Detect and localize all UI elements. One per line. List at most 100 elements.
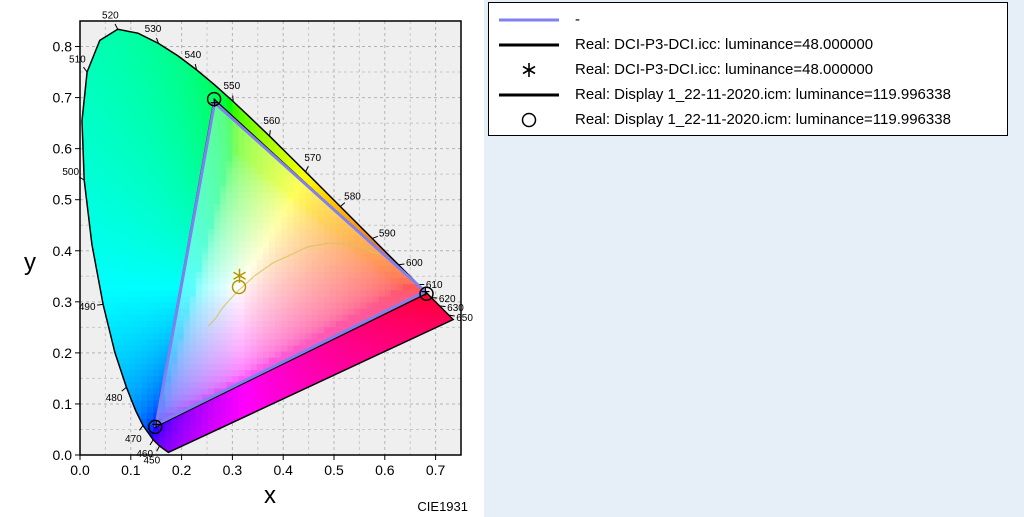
color-cell <box>159 209 167 217</box>
color-cell <box>232 393 240 401</box>
color-cell <box>232 197 240 205</box>
color-cell <box>397 308 404 315</box>
color-cell <box>250 222 258 230</box>
color-cell <box>147 265 154 272</box>
color-cell <box>342 320 349 328</box>
color-cell <box>238 393 246 401</box>
color-cell <box>390 295 398 303</box>
color-cell <box>183 81 191 89</box>
color-cell <box>141 191 148 199</box>
color-cell <box>159 258 167 266</box>
color-cell <box>287 375 295 383</box>
color-cell <box>287 160 295 168</box>
color-cell <box>323 326 331 334</box>
color-cell <box>171 301 179 309</box>
color-cell <box>171 350 179 358</box>
color-cell <box>262 240 270 248</box>
color-cell <box>165 258 173 266</box>
color-cell <box>153 44 161 52</box>
color-cell <box>177 222 185 230</box>
color-cell <box>220 240 228 248</box>
color-cell <box>354 357 362 364</box>
color-cell <box>183 344 191 352</box>
color-cell <box>220 418 228 426</box>
color-cell <box>208 399 215 407</box>
color-cell <box>201 93 209 101</box>
color-cell <box>256 393 264 401</box>
color-cell <box>287 363 295 370</box>
color-cell <box>220 326 228 334</box>
color-cell <box>250 130 258 138</box>
color-cell <box>104 301 112 309</box>
color-cell <box>226 209 234 217</box>
color-cell <box>195 203 203 211</box>
color-cell <box>122 314 130 321</box>
color-cell <box>147 381 154 389</box>
color-cell <box>250 320 258 328</box>
color-cell <box>317 283 325 291</box>
color-cell <box>165 301 173 309</box>
color-cell <box>238 234 246 242</box>
color-cell <box>201 185 209 193</box>
color-cell <box>177 252 185 260</box>
color-cell <box>195 357 203 364</box>
color-cell <box>256 308 264 315</box>
color-cell <box>220 271 228 279</box>
color-cell <box>183 99 191 107</box>
color-cell <box>262 209 270 217</box>
color-cell <box>177 62 185 70</box>
color-cell <box>238 142 246 150</box>
color-cell <box>165 136 173 144</box>
color-cell <box>433 301 441 309</box>
color-cell <box>214 258 221 266</box>
color-cell <box>195 99 203 107</box>
color-cell <box>159 326 167 334</box>
color-cell <box>317 222 325 230</box>
color-cell <box>116 142 124 150</box>
color-cell <box>269 350 276 358</box>
color-cell <box>147 252 154 260</box>
x-tick-label: 0.7 <box>426 462 446 478</box>
color-cell <box>189 246 197 254</box>
color-cell <box>214 130 221 138</box>
color-cell <box>372 252 380 260</box>
color-cell <box>98 124 106 131</box>
color-cell <box>189 369 197 377</box>
color-cell <box>153 154 161 162</box>
color-cell <box>269 344 276 352</box>
color-cell <box>281 246 289 254</box>
blue-gamut-line <box>154 99 427 428</box>
color-cell <box>165 105 173 113</box>
color-cell <box>415 295 423 303</box>
color-cell <box>104 179 112 187</box>
color-cell <box>128 240 136 248</box>
color-cell <box>110 332 118 340</box>
color-cell <box>208 191 215 199</box>
color-cell <box>390 320 398 328</box>
color-cell <box>183 216 191 223</box>
color-cell <box>110 32 118 40</box>
color-cell <box>214 320 221 328</box>
color-cell <box>153 56 161 64</box>
color-cell <box>250 399 258 407</box>
color-cell <box>122 326 130 334</box>
color-cell <box>238 357 246 364</box>
color-cell <box>165 99 173 107</box>
color-cell <box>128 265 136 272</box>
wavelength-label: 590 <box>379 228 396 239</box>
color-cell <box>317 314 325 321</box>
color-cell <box>299 295 307 303</box>
wavelength-label: 510 <box>69 55 86 66</box>
color-cell <box>116 118 124 125</box>
color-cell <box>244 142 252 150</box>
color-cell <box>195 326 203 334</box>
color-cell <box>134 252 142 260</box>
color-cell <box>256 160 264 168</box>
color-cell <box>201 160 209 168</box>
color-cell <box>201 412 209 419</box>
color-cell <box>165 228 173 236</box>
color-cell <box>128 203 136 211</box>
color-cell <box>238 209 246 217</box>
color-cell <box>250 228 258 236</box>
color-cell <box>281 332 289 340</box>
